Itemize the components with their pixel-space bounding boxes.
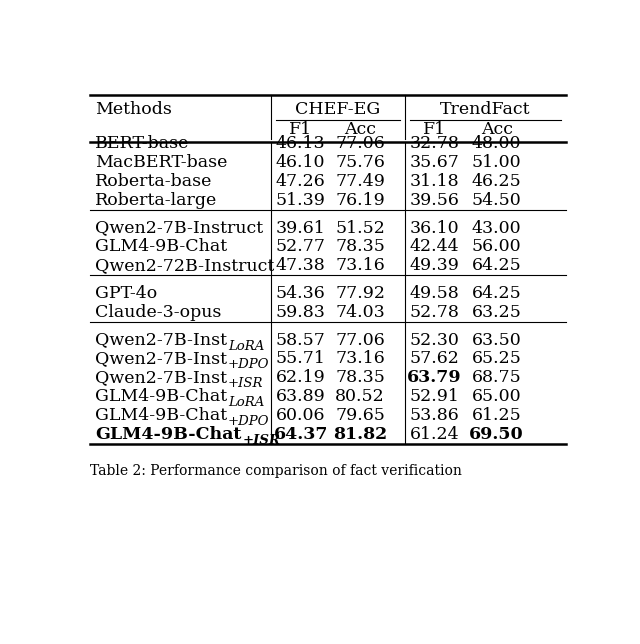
Text: 52.91: 52.91 <box>410 388 460 405</box>
Text: 63.79: 63.79 <box>407 369 462 386</box>
Text: 55.71: 55.71 <box>276 350 326 368</box>
Text: 75.76: 75.76 <box>335 154 385 171</box>
Text: Qwen2-7B-Inst: Qwen2-7B-Inst <box>95 369 227 386</box>
Text: Qwen2-7B-Inst: Qwen2-7B-Inst <box>95 332 227 348</box>
Text: 81.82: 81.82 <box>333 426 387 443</box>
Text: 76.19: 76.19 <box>335 192 385 209</box>
Text: +DPO: +DPO <box>228 359 269 372</box>
Text: Roberta-large: Roberta-large <box>95 192 217 209</box>
Text: TrendFact: TrendFact <box>440 101 531 118</box>
Text: 47.26: 47.26 <box>276 173 326 190</box>
Text: 77.06: 77.06 <box>335 135 385 152</box>
Text: Acc: Acc <box>481 121 513 138</box>
Text: 51.00: 51.00 <box>472 154 522 171</box>
Text: 78.35: 78.35 <box>335 369 385 386</box>
Text: 47.38: 47.38 <box>276 257 326 274</box>
Text: 63.25: 63.25 <box>472 304 522 321</box>
Text: 59.83: 59.83 <box>276 304 326 321</box>
Text: Qwen2-72B-Instruct: Qwen2-72B-Instruct <box>95 257 274 274</box>
Text: 77.49: 77.49 <box>335 173 385 190</box>
Text: +DPO: +DPO <box>228 415 269 428</box>
Text: 49.39: 49.39 <box>410 257 460 274</box>
Text: 64.37: 64.37 <box>273 426 328 443</box>
Text: 46.10: 46.10 <box>276 154 326 171</box>
Text: 61.25: 61.25 <box>472 407 522 424</box>
Text: 68.75: 68.75 <box>472 369 522 386</box>
Text: 36.10: 36.10 <box>410 220 460 236</box>
Text: 54.36: 54.36 <box>276 285 326 302</box>
Text: 77.92: 77.92 <box>335 285 385 302</box>
Text: GLM4-9B-Chat: GLM4-9B-Chat <box>95 426 241 443</box>
Text: 39.56: 39.56 <box>410 192 460 209</box>
Text: 49.58: 49.58 <box>410 285 460 302</box>
Text: 80.52: 80.52 <box>335 388 385 405</box>
Text: Roberta-base: Roberta-base <box>95 173 212 190</box>
Text: 52.30: 52.30 <box>410 332 460 348</box>
Text: LoRA: LoRA <box>228 396 264 409</box>
Text: 42.44: 42.44 <box>410 238 460 256</box>
Text: 63.89: 63.89 <box>276 388 326 405</box>
Text: 56.00: 56.00 <box>472 238 522 256</box>
Text: 51.39: 51.39 <box>276 192 326 209</box>
Text: 64.25: 64.25 <box>472 285 522 302</box>
Text: 35.67: 35.67 <box>410 154 460 171</box>
Text: Methods: Methods <box>95 101 172 118</box>
Text: 51.52: 51.52 <box>335 220 385 236</box>
Text: 62.19: 62.19 <box>276 369 326 386</box>
Text: CHEF-EG: CHEF-EG <box>295 101 381 118</box>
Text: Qwen2-7B-Instruct: Qwen2-7B-Instruct <box>95 220 263 236</box>
Text: LoRA: LoRA <box>228 339 264 352</box>
Text: F1: F1 <box>423 121 446 138</box>
Text: Claude-3-opus: Claude-3-opus <box>95 304 221 321</box>
Text: 48.00: 48.00 <box>472 135 522 152</box>
Text: F1: F1 <box>289 121 312 138</box>
Text: 61.24: 61.24 <box>410 426 460 443</box>
Text: 63.50: 63.50 <box>472 332 522 348</box>
Text: 60.06: 60.06 <box>276 407 326 424</box>
Text: GLM4-9B-Chat: GLM4-9B-Chat <box>95 407 227 424</box>
Text: 32.78: 32.78 <box>410 135 460 152</box>
Text: 73.16: 73.16 <box>335 350 385 368</box>
Text: 69.50: 69.50 <box>469 426 524 443</box>
Text: 54.50: 54.50 <box>472 192 522 209</box>
Text: 31.18: 31.18 <box>410 173 460 190</box>
Text: 64.25: 64.25 <box>472 257 522 274</box>
Text: BERT-base: BERT-base <box>95 135 189 152</box>
Text: GLM4-9B-Chat: GLM4-9B-Chat <box>95 388 227 405</box>
Text: +ISR: +ISR <box>228 377 264 390</box>
Text: GLM4-9B-Chat: GLM4-9B-Chat <box>95 238 227 256</box>
Text: 65.00: 65.00 <box>472 388 522 405</box>
Text: 73.16: 73.16 <box>335 257 385 274</box>
Text: 77.06: 77.06 <box>335 332 385 348</box>
Text: GPT-4o: GPT-4o <box>95 285 157 302</box>
Text: 74.03: 74.03 <box>335 304 385 321</box>
Text: 57.62: 57.62 <box>410 350 460 368</box>
Text: 46.25: 46.25 <box>472 173 522 190</box>
Text: 53.86: 53.86 <box>410 407 460 424</box>
Text: 52.77: 52.77 <box>276 238 326 256</box>
Text: 52.78: 52.78 <box>410 304 460 321</box>
Text: Table 2: Performance comparison of fact verification: Table 2: Performance comparison of fact … <box>90 464 462 478</box>
Text: 46.13: 46.13 <box>276 135 326 152</box>
Text: +ISR: +ISR <box>243 434 280 447</box>
Text: 65.25: 65.25 <box>472 350 522 368</box>
Text: 39.61: 39.61 <box>276 220 326 236</box>
Text: 43.00: 43.00 <box>472 220 522 236</box>
Text: 79.65: 79.65 <box>335 407 385 424</box>
Text: MacBERT-base: MacBERT-base <box>95 154 227 171</box>
Text: 58.57: 58.57 <box>276 332 326 348</box>
Text: Acc: Acc <box>344 121 376 138</box>
Text: Qwen2-7B-Inst: Qwen2-7B-Inst <box>95 350 227 368</box>
Text: 78.35: 78.35 <box>335 238 385 256</box>
